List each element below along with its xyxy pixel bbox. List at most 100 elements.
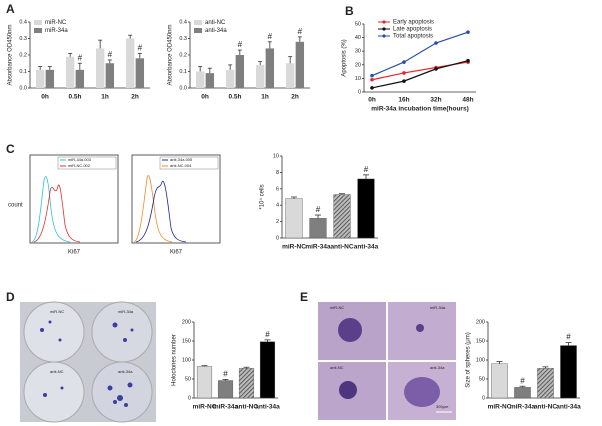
dish-label: anti-NC [50,369,64,374]
x-tick-label: 0.5h [68,94,81,101]
y-tick-label: 20 [355,62,361,68]
x-tick-label: miR-NC [193,404,217,411]
x-tick-label: 48h [462,97,473,104]
y-tick-label: 50 [185,376,191,382]
bar [217,380,234,399]
y-axis-label: Holoclones number [172,334,178,386]
point [402,79,406,83]
legend-swatch [34,28,42,33]
y-tick-label: 10 [355,76,361,82]
y-tick-label: 0.4 [19,19,27,25]
x-tick-label: 0h [41,94,49,101]
point [402,60,406,64]
sphere-photo: miR-NC miR-34a anti-NC anti-34a 300μm [318,302,456,420]
y-tick-label: 4 [276,203,279,209]
y-axis-label: Size of spheres (μm) [466,332,472,387]
y-tick-label: 100 [476,357,485,363]
significance-mark: # [265,330,270,339]
x-tick-label: anti-NC [534,404,557,411]
x-tick-label: 1h [261,94,269,101]
y-tick-label: 10 [273,153,279,159]
bar [357,178,375,239]
sphere-label: miR-34a [430,305,446,310]
y-tick-label: 40 [355,35,361,41]
line [371,60,469,89]
legend-label: miR-NC [45,20,67,26]
x-tick-label: anti-NC [330,244,353,251]
colony-photo: miR-NC miR-34a anti-NC anti-34a [20,301,156,423]
bar [514,387,531,399]
x-tick-label: miR-34a [305,244,331,251]
dish-label: miR-34a [118,309,134,314]
point [370,77,374,82]
bar [205,73,215,88]
panel-letter: B [345,4,354,18]
flow-legend: anti-34a.005 [170,157,193,162]
y-tick-label: 30 [355,49,361,55]
flow-legend: miR-NC.002 [68,163,91,168]
bar [285,63,295,88]
y-axis-label: Apoptosis (%) [342,39,348,76]
y-tick-label: 2 [276,219,279,225]
bar [105,63,115,88]
legend-label: anti-NC [205,20,226,26]
panel-letter: D [6,290,15,304]
point [370,86,374,90]
flow-ylabel: count [8,203,23,209]
y-tick-label: 0.0 [19,85,27,91]
y-tick-label: 0.2 [179,52,187,58]
legend-label: Total apoptosis [393,34,433,40]
x-tick-label: anti-34a [255,404,280,411]
bar [537,368,554,399]
y-tick-label: 0.1 [19,69,27,75]
x-tick-label: 2h [131,94,139,101]
significance-mark: # [78,53,83,62]
flow-histogram-1: miR-34a.003 miR-NC.002 [29,154,119,244]
legend-label: Early apoptosis [393,20,434,26]
y-tick-label: 0.3 [179,36,187,42]
bar [196,366,213,399]
significance-mark: # [223,369,228,378]
bar [65,56,75,88]
y-tick-label: 0.0 [179,85,187,91]
bar [75,69,85,88]
significance-mark: # [138,43,143,52]
x-tick-label: 0h [201,94,209,101]
y-axis-label: Absorbance OD450nm [168,24,174,85]
legend-swatch [194,28,202,33]
bar [225,69,235,88]
bar [35,69,45,88]
flow-legend: miR-34a.003 [68,157,92,162]
bar [333,194,351,239]
legend-swatch [382,20,386,24]
significance-mark: # [298,27,303,36]
bar [491,363,508,399]
legend-swatch [34,20,42,25]
bar [265,48,275,88]
significance-mark: # [520,376,525,385]
bar [255,64,265,88]
legend-swatch [194,20,202,25]
y-tick-label: 0.4 [179,19,187,25]
x-tick-label: 2h [291,94,299,101]
bar [195,71,205,88]
bar [235,55,245,88]
sphere-label: miR-NC [330,305,344,310]
bar [560,345,577,399]
legend-label: Late apoptosis [393,27,432,33]
legend-label: anti-34a [205,28,227,34]
significance-mark: # [316,205,321,214]
significance-mark: # [364,165,369,174]
point [370,73,374,78]
y-axis-label: Absorbance OD450nm [8,24,14,85]
point [402,71,406,75]
sphere-label: anti-NC [330,365,344,370]
bar [135,58,145,88]
significance-mark: # [238,40,243,49]
bar [125,38,135,88]
bar [285,198,303,239]
x-tick-label: miR-NC [488,404,512,411]
y-tick-label: 150 [476,338,485,344]
y-tick-label: 0 [188,395,191,401]
